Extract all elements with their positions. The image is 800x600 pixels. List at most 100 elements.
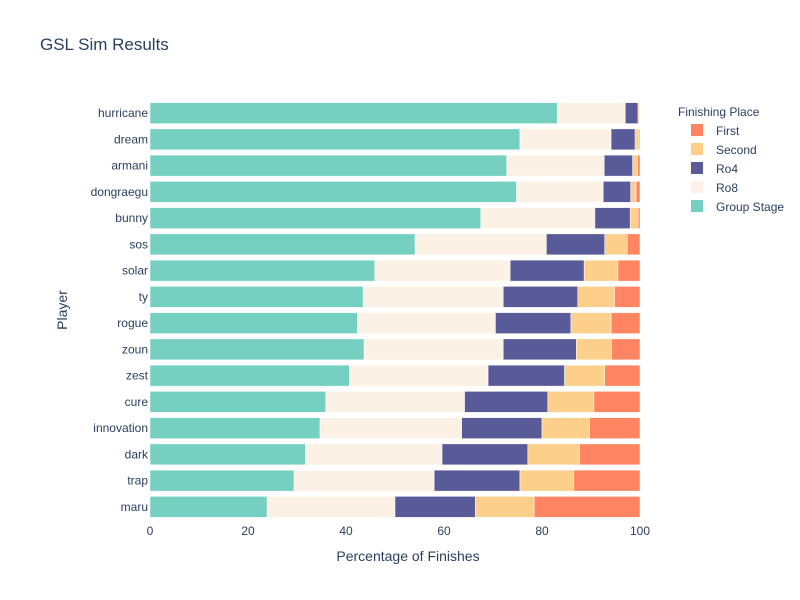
- bar-innovation-group-stage: [149, 417, 321, 439]
- bar-cure-ro4: [464, 391, 549, 413]
- y-tick-label: innovation: [93, 421, 148, 435]
- bar-trap-ro4: [433, 469, 521, 492]
- legend-swatch-ro4: [691, 162, 703, 174]
- y-tick-label: bunny: [115, 211, 148, 225]
- bar-solar-ro4: [509, 259, 585, 282]
- bar-zest-ro8: [349, 364, 489, 387]
- bar-bunny-second: [629, 207, 639, 229]
- bar-maru-group-stage: [149, 496, 268, 518]
- bar-innovation-ro4: [461, 417, 543, 439]
- bar-solar-group-stage: [149, 259, 376, 282]
- bar-zest-group-stage: [149, 364, 350, 387]
- bar-bunny-ro8: [480, 207, 596, 229]
- bar-trap-first: [573, 469, 641, 492]
- bar-zest-second: [564, 364, 605, 387]
- bar-zoun-group-stage: [149, 338, 365, 361]
- bar-dream-ro8: [519, 128, 612, 151]
- bar-innovation-ro8: [319, 417, 462, 439]
- legend-swatch-ro8: [691, 181, 703, 193]
- bar-zoun-second: [576, 338, 612, 361]
- legend-label: Second: [716, 143, 757, 157]
- bar-sos-group-stage: [149, 233, 416, 256]
- bar-sos-second: [604, 233, 628, 256]
- bar-zest-ro4: [487, 364, 565, 387]
- bar-innovation-second: [541, 417, 590, 439]
- y-tick-label: dream: [114, 132, 148, 146]
- bar-dream-ro4: [610, 128, 636, 151]
- bar-armani-first: [637, 154, 641, 177]
- bar-dongraegu-ro8: [516, 181, 604, 203]
- bar-trap-ro8: [293, 469, 435, 492]
- x-axis-title: Percentage of Finishes: [336, 548, 479, 564]
- legend-label: Group Stage: [716, 200, 784, 214]
- bar-dongraegu-ro4: [603, 181, 631, 203]
- bar-dream-second: [634, 128, 640, 151]
- bars-group: [149, 102, 641, 518]
- bar-maru-ro8: [266, 496, 396, 518]
- y-tick-label: hurricane: [98, 106, 148, 120]
- bar-hurricane-ro8: [556, 102, 626, 124]
- y-tick-label: solar: [122, 264, 148, 278]
- bar-rogue-second: [570, 312, 612, 334]
- bar-rogue-ro8: [357, 312, 496, 334]
- bar-solar-second: [583, 259, 619, 282]
- bar-rogue-first: [610, 312, 641, 334]
- bar-ty-second: [577, 286, 615, 308]
- x-tick-label: 0: [147, 524, 154, 538]
- bar-maru-first: [533, 496, 641, 518]
- y-tick-label: zoun: [122, 342, 148, 356]
- bar-cure-ro8: [325, 391, 465, 413]
- bar-ty-ro4: [503, 286, 579, 308]
- bar-hurricane-group-stage: [149, 102, 558, 124]
- y-tick-label: armani: [111, 159, 148, 173]
- bar-ty-ro8: [362, 286, 504, 308]
- bar-armani-ro8: [506, 154, 605, 177]
- legend-swatch-group-stage: [691, 200, 703, 212]
- y-tick-label: ty: [139, 290, 148, 304]
- bar-solar-ro8: [374, 259, 511, 282]
- bar-zoun-first: [611, 338, 641, 361]
- bar-zoun-ro4: [503, 338, 577, 361]
- bar-dark-group-stage: [149, 443, 306, 466]
- bar-dongraegu-first: [635, 181, 641, 203]
- y-axis-title: Player: [54, 290, 70, 330]
- x-tick-label: 20: [241, 524, 255, 538]
- bar-dark-second: [527, 443, 580, 466]
- legend: Finishing Place First Second Ro4 Ro8 Group S…: [678, 105, 784, 214]
- x-tick-label: 100: [630, 524, 650, 538]
- bar-hurricane-ro4: [625, 102, 639, 124]
- y-tick-label: rogue: [117, 316, 148, 330]
- legend-title: Finishing Place: [678, 105, 760, 119]
- bar-ty-first: [614, 286, 641, 308]
- bar-ty-group-stage: [149, 286, 364, 308]
- bar-bunny-first: [637, 207, 641, 229]
- bar-dream-group-stage: [149, 128, 521, 151]
- bar-maru-ro4: [394, 496, 476, 518]
- legend-label: Ro4: [716, 162, 738, 176]
- bar-dongraegu-second: [630, 181, 637, 203]
- legend-swatch-first: [691, 124, 703, 136]
- bar-zest-first: [604, 364, 641, 387]
- bar-solar-first: [617, 259, 641, 282]
- bar-maru-second: [475, 496, 535, 518]
- bar-trap-second: [519, 469, 575, 492]
- bar-cure-first: [593, 391, 641, 413]
- y-tick-label: maru: [121, 500, 148, 514]
- bar-sos-first: [627, 233, 641, 256]
- bar-armani-group-stage: [149, 154, 507, 177]
- legend-label: First: [716, 124, 740, 138]
- y-tick-label: trap: [127, 474, 148, 488]
- bar-sos-ro4: [546, 233, 605, 256]
- y-tick-label: sos: [129, 237, 148, 251]
- x-tick-labels: 0 20 40 60 80 100: [147, 524, 651, 538]
- bar-trap-group-stage: [149, 469, 295, 492]
- y-tick-label: zest: [126, 369, 149, 383]
- bar-dark-ro4: [441, 443, 529, 466]
- bar-bunny-group-stage: [149, 207, 481, 229]
- x-tick-label: 60: [437, 524, 451, 538]
- bar-zoun-ro8: [363, 338, 504, 361]
- bar-dark-ro8: [305, 443, 443, 466]
- legend-label: Ro8: [716, 181, 738, 195]
- bar-rogue-group-stage: [149, 312, 358, 334]
- bar-cure-group-stage: [149, 391, 327, 413]
